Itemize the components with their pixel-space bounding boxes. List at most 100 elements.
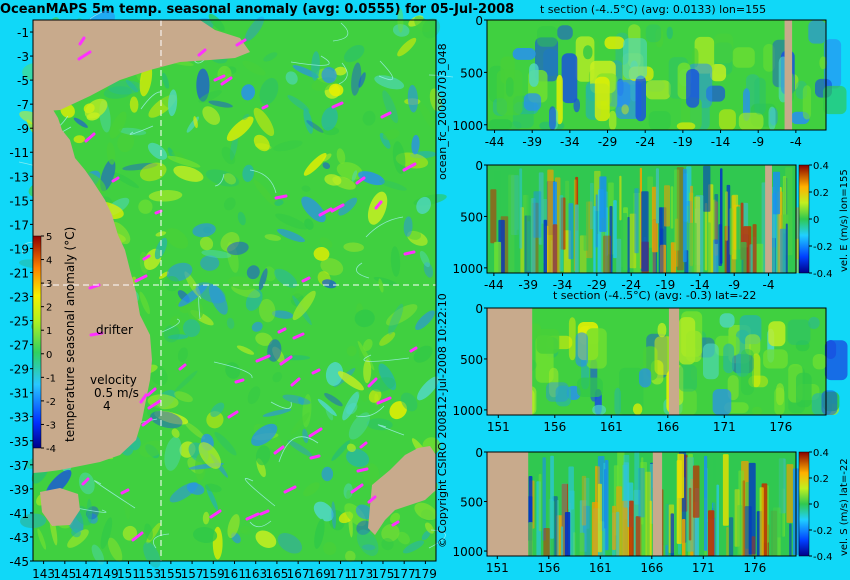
anomaly-patch xyxy=(304,218,314,230)
section-y-tick-label: 1000 xyxy=(452,262,483,276)
drifter-track xyxy=(376,396,392,405)
drifter-track xyxy=(380,111,392,119)
section-patch xyxy=(516,229,520,273)
section-patch xyxy=(708,510,715,556)
section-patch xyxy=(676,122,696,130)
anomaly-patch xyxy=(264,234,282,241)
anomaly-patch xyxy=(413,345,433,363)
anomaly-patch xyxy=(344,550,356,562)
map-y-tick-label: -9 xyxy=(17,122,29,136)
section-patch xyxy=(543,219,547,273)
anomaly-patch xyxy=(223,197,236,211)
anomaly-patch xyxy=(167,334,189,340)
section-patch xyxy=(670,242,676,273)
section-patch xyxy=(825,340,837,359)
section-patch xyxy=(568,317,576,361)
anomaly-patch xyxy=(262,408,292,417)
anomaly-patch xyxy=(414,502,437,521)
anomaly-patch xyxy=(202,511,210,525)
section-x-tick-label: 151 xyxy=(486,561,509,575)
map-x-tick-label: 165 xyxy=(265,567,288,580)
anomaly-patch xyxy=(106,142,116,165)
anomaly-patch xyxy=(358,72,366,88)
section-x-tick-label: -9 xyxy=(728,278,740,292)
section-patch xyxy=(641,457,644,525)
section-patch xyxy=(579,235,587,273)
anomaly-patch xyxy=(320,258,344,276)
map-y-tick-label: -3 xyxy=(17,50,29,64)
anomaly-patch xyxy=(71,528,81,538)
anomaly-patch xyxy=(139,291,150,315)
anomaly-patch xyxy=(389,401,407,420)
section-patch xyxy=(678,364,697,392)
section-patch xyxy=(654,336,674,375)
land-australia xyxy=(33,98,152,473)
section-patch xyxy=(752,224,757,273)
anomaly-patch xyxy=(419,250,430,268)
map-x-ticks: 1431451471491511531551571591611631651671… xyxy=(32,561,437,580)
map-y-tick-label: -43 xyxy=(9,531,29,545)
anomaly-patch xyxy=(255,445,271,466)
section-patch xyxy=(648,111,671,130)
section-patch xyxy=(615,79,642,119)
anomaly-patch xyxy=(202,106,221,125)
section-patch xyxy=(561,53,578,104)
land-new-guinea xyxy=(33,20,250,112)
temperature-colorbar-tick-label: -3 xyxy=(46,420,56,431)
anomaly-patch xyxy=(290,412,310,435)
section-patch xyxy=(568,203,574,260)
section-patch xyxy=(740,349,754,396)
anomaly-patch xyxy=(322,153,332,162)
section-y-tick-label: 0 xyxy=(475,159,483,173)
section-patch xyxy=(530,198,536,273)
anomaly-patch xyxy=(338,197,358,216)
section-patch xyxy=(666,26,673,40)
anomaly-patch xyxy=(242,60,266,76)
anomaly-patch xyxy=(165,227,189,249)
t-section-lon-panel: 0 500 1000-44 -39 -34 -29 -24 -19 -14 -9 -4 xyxy=(452,14,847,149)
section-patch xyxy=(613,200,617,259)
bathymetry-contour xyxy=(249,169,277,194)
anomaly-patch xyxy=(154,410,189,425)
section-patch xyxy=(616,238,622,273)
section-x-tick-label: -34 xyxy=(560,135,580,149)
section-y-tick-label: 0 xyxy=(475,446,483,460)
section-patch xyxy=(529,63,539,87)
section-patch xyxy=(621,104,629,115)
map-x-tick-label: 163 xyxy=(244,567,267,580)
anomaly-patch xyxy=(378,278,384,293)
map-x-tick-label: 173 xyxy=(350,567,373,580)
section-patch xyxy=(559,195,564,272)
velocity-label: velocity xyxy=(90,373,137,387)
anomaly-patch xyxy=(174,391,193,403)
anomaly-patch xyxy=(169,315,181,327)
anomaly-patch xyxy=(78,472,95,495)
section-patch xyxy=(779,228,787,273)
section-patch xyxy=(614,387,621,415)
section-x-tick-label: -44 xyxy=(485,135,505,149)
section-patch xyxy=(592,404,607,415)
section-patch xyxy=(744,506,752,556)
section-patch xyxy=(537,26,558,47)
temperature-colorbar-tick-label: 4 xyxy=(46,256,52,267)
anomaly-patch xyxy=(321,67,337,84)
section-patch xyxy=(543,528,550,556)
section-patch xyxy=(686,69,700,108)
section-patch xyxy=(579,532,585,556)
anomaly-patch xyxy=(205,169,240,187)
section-patch xyxy=(583,166,589,251)
anomaly-patch xyxy=(182,319,201,337)
velocity-colorbar-tick-label: 0 xyxy=(813,500,819,511)
anomaly-patch xyxy=(334,66,347,76)
anomaly-patch xyxy=(417,376,440,401)
drifter-track xyxy=(374,200,383,210)
anomaly-patch xyxy=(336,148,346,165)
anomaly-patch xyxy=(287,95,310,112)
drifter-track xyxy=(367,377,378,388)
section-patch xyxy=(742,480,745,556)
anomaly-patch xyxy=(171,428,180,438)
section-patch xyxy=(692,48,699,68)
section-frame xyxy=(486,19,827,131)
temperature-colorbar-tick-label: -4 xyxy=(46,444,56,455)
section-x-tick-label: 156 xyxy=(543,420,566,434)
